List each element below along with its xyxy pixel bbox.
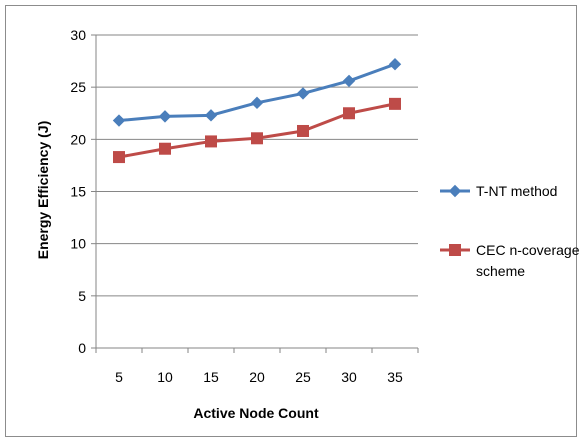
series-0	[112, 58, 402, 127]
legend-marker	[449, 244, 461, 256]
x-tick-label: 25	[295, 369, 311, 385]
data-point	[112, 114, 126, 127]
data-point	[389, 97, 401, 110]
x-tick-label: 5	[115, 369, 123, 385]
legend: T-NT method CEC n-coverage scheme	[440, 183, 580, 279]
legend-item-0: T-NT method	[440, 183, 557, 199]
data-point	[113, 151, 125, 164]
y-tick-label: 30	[70, 27, 86, 43]
legend-marker	[448, 184, 462, 198]
data-point	[205, 135, 217, 148]
data-point	[388, 58, 402, 71]
y-tick-label: 5	[78, 288, 86, 304]
series-1	[113, 97, 401, 164]
series-layer	[112, 58, 402, 164]
axes: 0 5 10 15 20 25 30 5 10 15 20 25 30 35	[70, 27, 419, 385]
y-tick-label: 25	[70, 79, 86, 95]
data-point	[342, 74, 356, 88]
x-tick-label: 30	[341, 369, 357, 385]
y-axis-title: Energy Efficiency (J)	[35, 121, 51, 260]
x-tick-label: 35	[387, 369, 403, 385]
chart-frame	[5, 5, 577, 437]
data-point	[158, 110, 172, 123]
legend-label: T-NT method	[476, 183, 557, 199]
y-tick-label: 0	[78, 340, 86, 356]
data-point	[250, 96, 264, 110]
data-point	[204, 109, 218, 122]
legend-item-1: CEC n-coverage scheme	[440, 242, 580, 279]
x-tick-label: 10	[157, 369, 173, 385]
data-point	[296, 87, 310, 100]
x-tick-label: 15	[203, 369, 219, 385]
y-tick-label: 20	[70, 131, 86, 147]
data-point	[159, 142, 171, 155]
data-point	[297, 124, 309, 137]
y-tick-label: 15	[70, 184, 86, 200]
x-axis-title: Active Node Count	[193, 405, 319, 421]
y-tick-label: 10	[70, 236, 86, 252]
data-point	[343, 107, 355, 120]
legend-label: CEC n-coverage	[476, 242, 580, 258]
gridlines	[96, 34, 418, 297]
legend-label: scheme	[476, 263, 525, 279]
data-point	[251, 132, 263, 145]
x-tick-label: 20	[249, 369, 265, 385]
